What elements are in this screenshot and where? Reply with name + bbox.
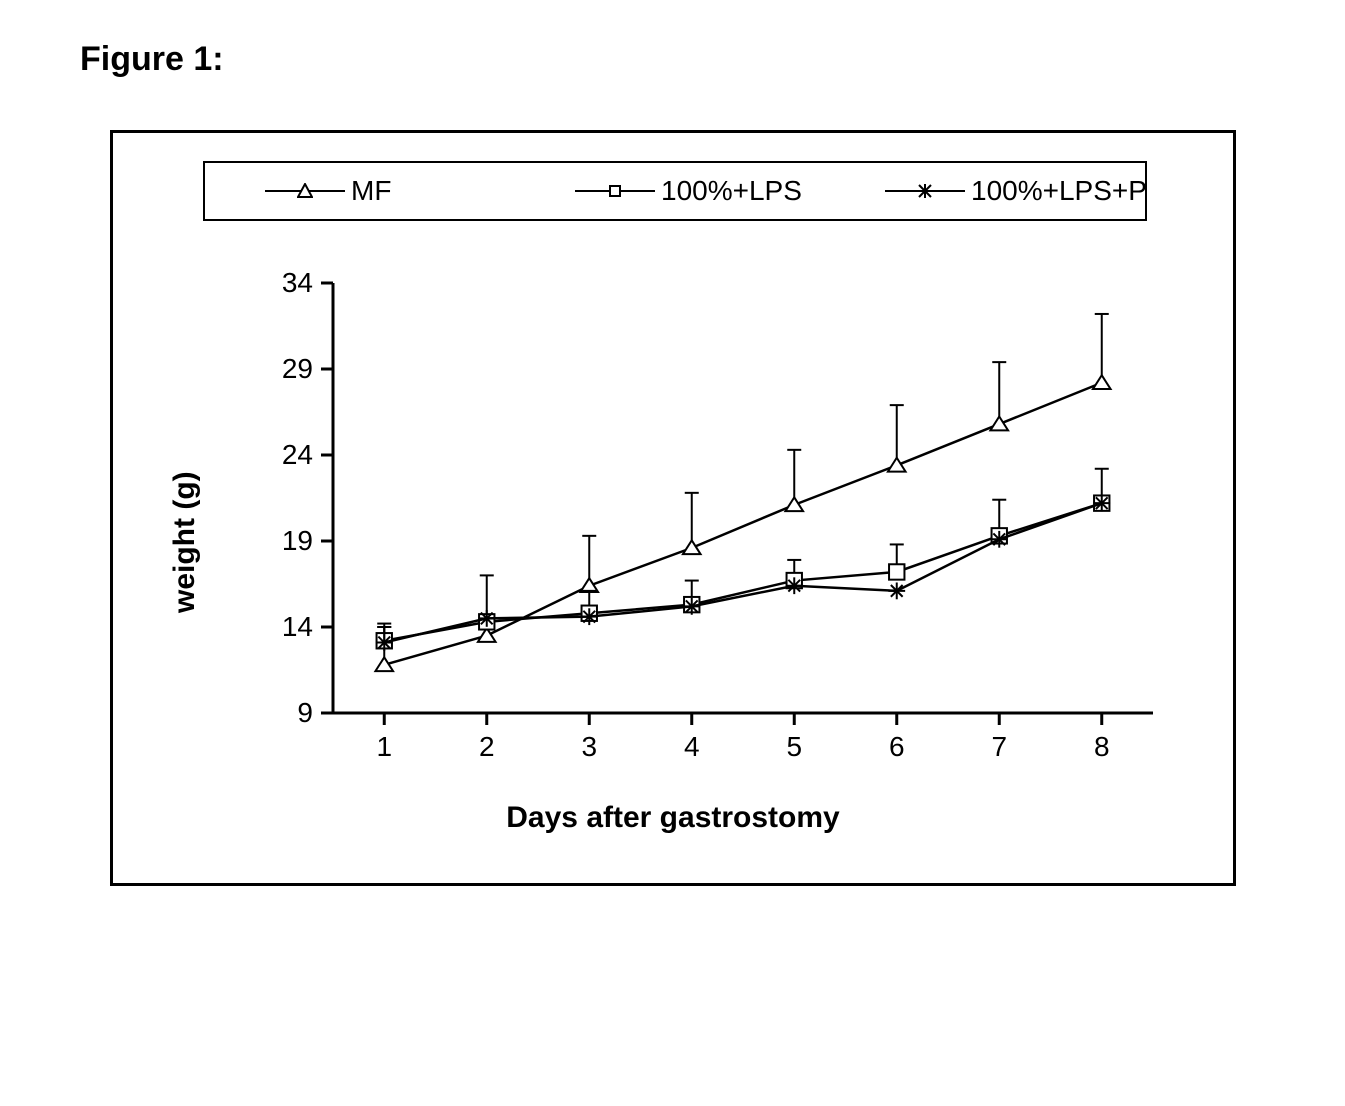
legend-item-lps: 100%+LPS	[575, 175, 802, 207]
x-tick-label: 8	[1082, 731, 1122, 763]
y-tick-label: 24	[263, 439, 313, 471]
chart-container: MF 100%+LPS 1	[110, 130, 1236, 886]
legend-item-mf: MF	[265, 175, 391, 207]
legend-marker-lps	[575, 176, 655, 206]
x-tick-label: 5	[774, 731, 814, 763]
plot-svg	[333, 283, 1153, 713]
x-tick-label: 1	[364, 731, 404, 763]
plot-area	[333, 283, 1153, 713]
y-tick-label: 34	[263, 267, 313, 299]
y-tick-label: 29	[263, 353, 313, 385]
x-tick-label: 4	[672, 731, 712, 763]
y-tick-label: 14	[263, 611, 313, 643]
x-tick-label: 6	[877, 731, 917, 763]
legend-label: 100%+LPS+P	[971, 175, 1147, 207]
x-tick-label: 7	[979, 731, 1019, 763]
legend-marker-mf	[265, 176, 345, 206]
legend-marker-lpsp	[885, 176, 965, 206]
y-tick-label: 19	[263, 525, 313, 557]
legend: MF 100%+LPS 1	[203, 161, 1147, 221]
y-tick-label: 9	[263, 697, 313, 729]
x-tick-label: 2	[467, 731, 507, 763]
legend-item-lpsp: 100%+LPS+P	[885, 175, 1147, 207]
x-axis-label: Days after gastrostomy	[113, 801, 1233, 835]
page: Figure 1: MF 100%+LPS	[0, 0, 1345, 1106]
figure-title: Figure 1:	[80, 40, 224, 79]
legend-label: 100%+LPS	[661, 175, 802, 207]
y-axis-label: weight (g)	[168, 471, 202, 613]
legend-label: MF	[351, 175, 391, 207]
x-tick-label: 3	[569, 731, 609, 763]
